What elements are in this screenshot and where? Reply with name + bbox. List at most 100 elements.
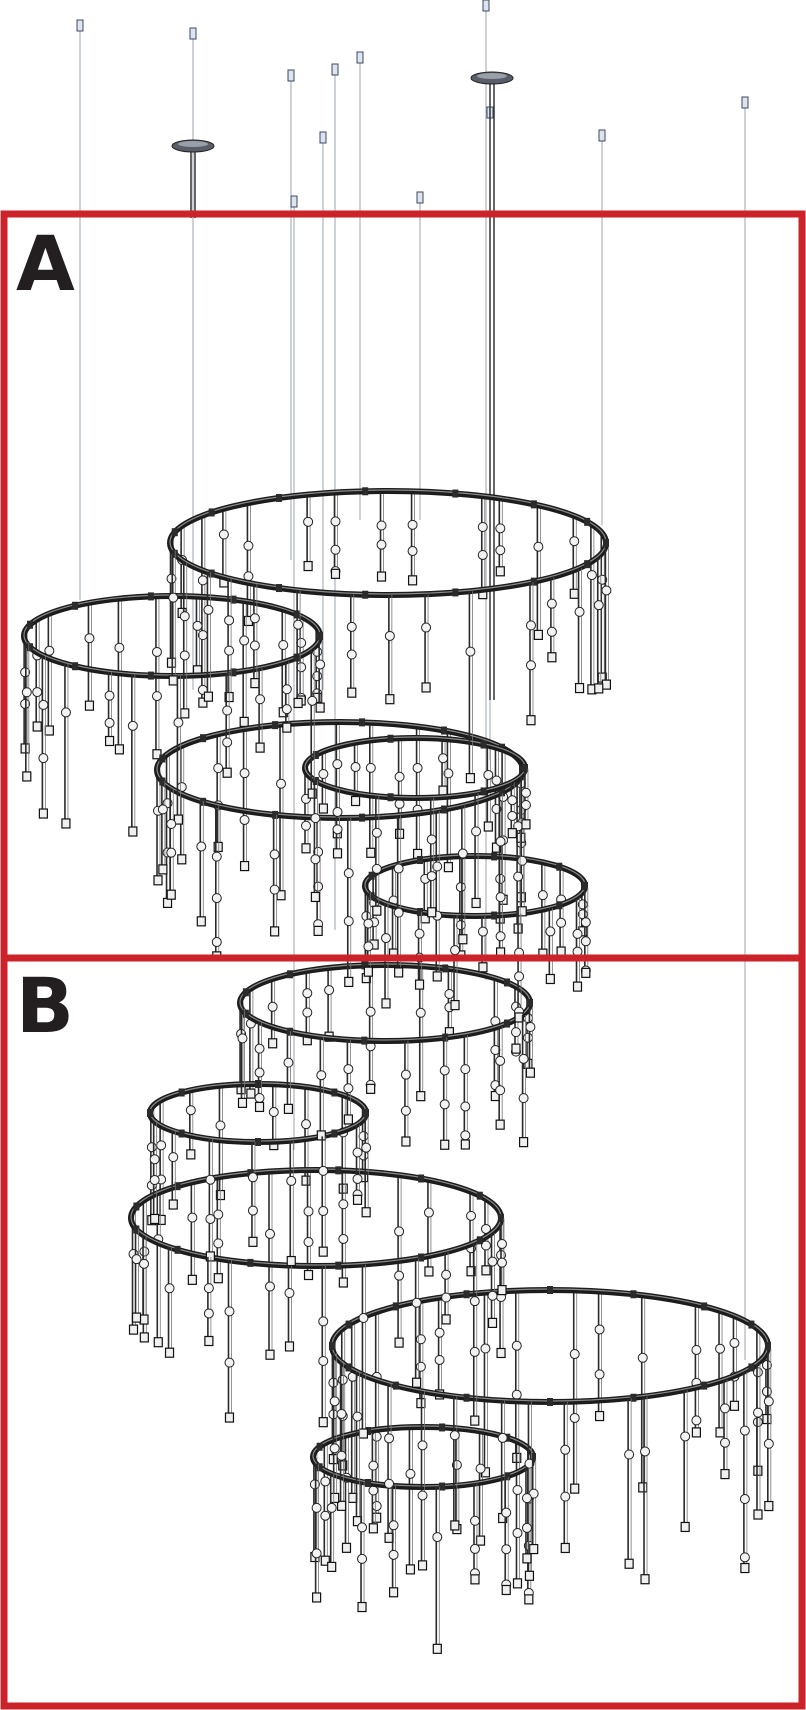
pendant-group-front bbox=[21, 546, 774, 1654]
pendant-light bbox=[525, 582, 536, 726]
ring-joint bbox=[556, 901, 563, 910]
pendant-light bbox=[423, 1179, 434, 1277]
pendant-light bbox=[311, 1463, 322, 1603]
pendant-bulb bbox=[301, 1119, 312, 1130]
pendant-cap bbox=[517, 906, 527, 917]
pendant-bulb bbox=[239, 814, 250, 825]
pendant-bulb bbox=[337, 1374, 348, 1385]
pendant-bulb bbox=[763, 1396, 774, 1407]
pendant-cap bbox=[624, 1558, 634, 1569]
pendant-cap bbox=[481, 1265, 491, 1276]
pendant-cap bbox=[332, 848, 343, 859]
pendant-bulb bbox=[417, 1490, 428, 1501]
pendant-bulb bbox=[365, 1006, 376, 1017]
pendant-bulb bbox=[444, 988, 455, 999]
pendant-bulb bbox=[329, 1396, 340, 1407]
pendant-cap bbox=[347, 687, 357, 698]
pendant-light bbox=[243, 503, 254, 627]
pendant-cap bbox=[114, 744, 124, 755]
pendant-light bbox=[139, 1235, 150, 1325]
pendant-bulb bbox=[514, 971, 525, 982]
pendant-bulb bbox=[455, 920, 466, 931]
pendant-bulb bbox=[318, 768, 329, 779]
ring-joint bbox=[331, 1088, 338, 1097]
pendant-light bbox=[283, 1031, 294, 1114]
pendant-bulb bbox=[546, 598, 557, 609]
ring-joint bbox=[392, 1302, 399, 1311]
pendant-bulb bbox=[752, 1407, 763, 1418]
pendant-cap bbox=[320, 1555, 330, 1566]
pendant-bulb bbox=[533, 541, 544, 552]
pendant-bulb bbox=[350, 762, 361, 773]
ring-joint bbox=[230, 668, 237, 677]
pendant-bulb bbox=[480, 1343, 491, 1354]
pendant-bulb bbox=[363, 941, 374, 952]
pendant-bulb bbox=[426, 871, 437, 882]
pendant-bulb bbox=[168, 1152, 179, 1163]
ring-joint bbox=[345, 1320, 352, 1329]
pendant-light bbox=[388, 1485, 399, 1598]
pendant-cap bbox=[282, 722, 292, 733]
pendant-cap bbox=[401, 1136, 411, 1147]
pendant-light bbox=[624, 1398, 635, 1569]
ring-joint bbox=[365, 1478, 371, 1487]
pendant-bulb bbox=[580, 917, 591, 928]
pendant-cap bbox=[366, 1083, 376, 1094]
pendant-bulb bbox=[426, 834, 437, 845]
pendant-cap bbox=[753, 1509, 763, 1520]
pendant-cap bbox=[524, 1594, 534, 1605]
pendant-light bbox=[330, 492, 341, 579]
pendant-bulb bbox=[501, 1544, 512, 1555]
ring-joint bbox=[463, 1290, 470, 1299]
pendant-bulb bbox=[60, 707, 71, 718]
pendant-bulb bbox=[311, 1548, 322, 1559]
pendant-light bbox=[512, 1441, 523, 1589]
pendant-bulb bbox=[318, 1316, 329, 1327]
pendant-bulb bbox=[495, 931, 506, 942]
pendant-bulb bbox=[439, 1065, 450, 1076]
pendant-bulb bbox=[255, 694, 266, 705]
ring-joint bbox=[701, 1302, 708, 1311]
ring-joint bbox=[312, 777, 319, 786]
pendant-bulb bbox=[357, 1522, 368, 1533]
pendant-light bbox=[336, 1361, 347, 1511]
pendant-cap bbox=[460, 1139, 470, 1150]
pendant-bulb bbox=[441, 1269, 452, 1280]
pendant-bulb bbox=[357, 1553, 368, 1564]
pendant-cap bbox=[740, 1562, 750, 1574]
pendant-cap bbox=[180, 708, 190, 719]
pendant-light bbox=[352, 1124, 363, 1205]
pendant-cap bbox=[366, 847, 376, 858]
pendant-bulb bbox=[276, 778, 287, 789]
pendant-bulb bbox=[249, 613, 260, 624]
pendant-bulb bbox=[371, 1501, 382, 1512]
pendant-light bbox=[421, 594, 432, 693]
pendant-bulb bbox=[475, 1463, 486, 1474]
pendant-light bbox=[303, 1170, 314, 1281]
pendant-cap bbox=[388, 1587, 399, 1598]
pendant-light bbox=[495, 1026, 506, 1130]
pendant-bulb bbox=[763, 1438, 774, 1449]
pendant-bulb bbox=[179, 611, 190, 622]
pendant-bulb bbox=[316, 1070, 327, 1081]
pendant-bulb bbox=[400, 1105, 411, 1116]
pendant-light bbox=[347, 1322, 358, 1503]
ring-joint bbox=[527, 999, 533, 1007]
pendant-bulb bbox=[139, 1246, 150, 1257]
pendant-bulb bbox=[332, 759, 343, 770]
pendant-bulb bbox=[32, 687, 43, 698]
pendant-cap bbox=[640, 1574, 650, 1585]
ring-joint bbox=[316, 1463, 323, 1472]
pendant-bulb bbox=[432, 861, 443, 872]
pendant-bulb bbox=[449, 1430, 460, 1441]
ring-joint bbox=[368, 892, 375, 901]
pendant-light bbox=[157, 781, 168, 875]
ring-joint bbox=[272, 810, 279, 819]
ring-joint bbox=[361, 961, 368, 970]
pendant-bulb bbox=[393, 863, 404, 874]
pendant-cap bbox=[729, 1400, 740, 1411]
pendant-light bbox=[301, 1086, 312, 1186]
pendant-cap bbox=[203, 691, 214, 702]
ring-joint bbox=[499, 788, 506, 797]
pendant-bulb bbox=[518, 1053, 529, 1064]
